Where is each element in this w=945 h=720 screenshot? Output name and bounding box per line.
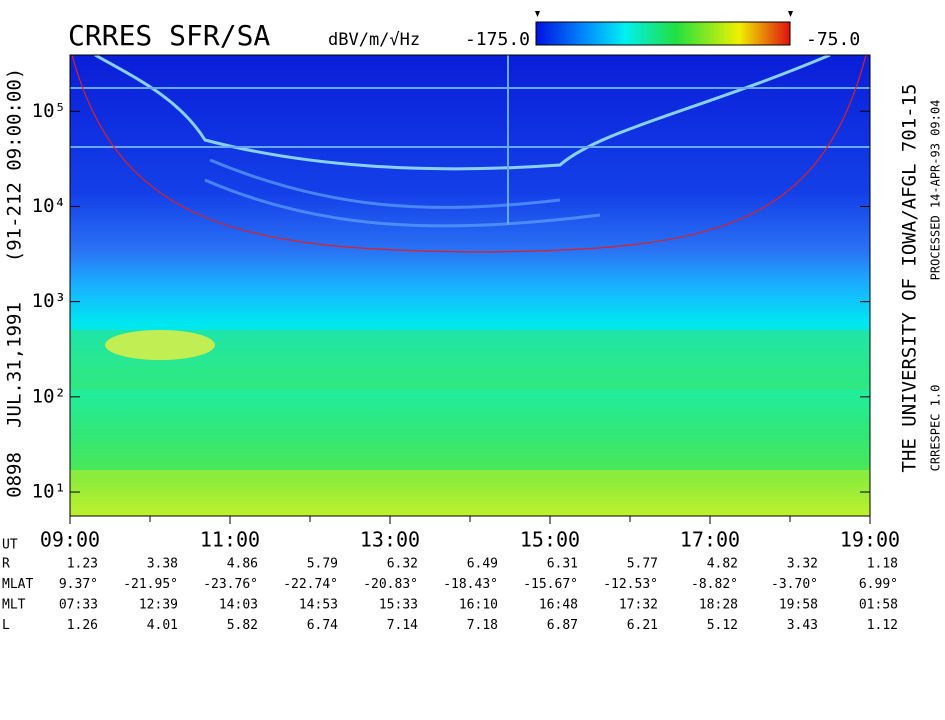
colorbar-label: dBV/m/√Hz — [328, 30, 420, 50]
x-axis-label: UT — [2, 538, 18, 553]
ephemeris-value: -22.74° — [283, 577, 338, 592]
ephemeris-value: -21.95° — [123, 577, 178, 592]
ephemeris-value: 6.21 — [627, 618, 658, 633]
ephemeris-value: -23.76° — [203, 577, 258, 592]
y-tick-label: 10⁴ — [32, 195, 66, 217]
y-tick-label: 10¹ — [32, 481, 66, 503]
ephemeris-value: 16:48 — [539, 598, 578, 613]
y-tick-label: 10² — [32, 385, 66, 407]
ephemeris-value: -8.82° — [691, 577, 738, 592]
ephemeris-value: 4.82 — [707, 557, 738, 572]
ephemeris-value: 7.14 — [387, 618, 418, 633]
ephemeris-value: 15:33 — [379, 598, 418, 613]
right-label: CRRESPEC 1.0 — [929, 385, 943, 472]
left-label: (91-212 09:00:00) — [4, 68, 26, 262]
x-tick-label: 19:00 — [840, 528, 900, 552]
ephemeris-value: 6.87 — [547, 618, 578, 633]
ephemeris-value: 6.32 — [387, 557, 418, 572]
right-label: PROCESSED 14-APR-93 09:04 — [929, 100, 943, 281]
ephemeris-value: 5.79 — [307, 557, 338, 572]
ephemeris-name: MLT — [2, 598, 26, 613]
ephemeris-value: 4.86 — [227, 557, 258, 572]
y-tick-label: 10³ — [32, 290, 66, 312]
colorbar-tick-label: -175.0 — [465, 29, 530, 50]
ephemeris-name: MLAT — [2, 577, 33, 592]
ephemeris-value: 5.12 — [707, 618, 738, 633]
ephemeris-value: 12:39 — [139, 598, 178, 613]
ephemeris-value: 7.18 — [467, 618, 498, 633]
ephemeris-value: 01:58 — [859, 598, 898, 613]
ephemeris-value: 1.23 — [67, 557, 98, 572]
colorbar-marker — [535, 11, 793, 17]
ephemeris-value: 6.99° — [859, 577, 898, 592]
ephemeris-value: 6.49 — [467, 557, 498, 572]
spectrogram — [70, 53, 870, 516]
ephemeris-value: 07:33 — [59, 598, 98, 613]
ephemeris-value: -12.53° — [603, 577, 658, 592]
ephemeris-value: 1.26 — [67, 618, 98, 633]
ephemeris-value: 16:10 — [459, 598, 498, 613]
left-label: JUL.31,1991 — [4, 302, 26, 428]
right-label: THE UNIVERSITY OF IOWA/AFGL 701-15 — [899, 84, 921, 473]
ephemeris-value: 9.37° — [59, 577, 98, 592]
ephemeris-value: 1.18 — [867, 557, 898, 572]
ephemeris-name: L — [2, 618, 10, 633]
ephemeris-value: -18.43° — [443, 577, 498, 592]
ephemeris-value: -15.67° — [523, 577, 578, 592]
ephemeris-value: 3.43 — [787, 618, 818, 633]
ephemeris-value: 19:58 — [779, 598, 818, 613]
ephemeris-value: 6.31 — [547, 557, 578, 572]
ephemeris-value: 5.77 — [627, 557, 658, 572]
ephemeris-value: 4.01 — [147, 618, 178, 633]
left-label: 0898 — [4, 452, 26, 498]
ephemeris-value: 6.74 — [307, 618, 338, 633]
ephemeris-value: 3.32 — [787, 557, 818, 572]
ephemeris-value: 14:03 — [219, 598, 258, 613]
ephemeris-value: 3.38 — [147, 557, 178, 572]
x-tick-label: 17:00 — [680, 528, 740, 552]
colorbar — [535, 21, 791, 46]
chart-title: CRRES SFR/SA — [68, 19, 270, 52]
ephemeris-value: 5.82 — [227, 618, 258, 633]
ephemeris-value: -3.70° — [771, 577, 818, 592]
x-tick-label: 11:00 — [200, 528, 260, 552]
ephemeris-value: -20.83° — [363, 577, 418, 592]
ephemeris-value: 14:53 — [299, 598, 338, 613]
x-tick-label: 15:00 — [520, 528, 580, 552]
ephemeris-name: R — [2, 557, 10, 572]
ephemeris-value: 17:32 — [619, 598, 658, 613]
x-tick-label: 13:00 — [360, 528, 420, 552]
ephemeris-value: 18:28 — [699, 598, 738, 613]
colorbar-tick-label: -75.0 — [806, 29, 860, 50]
x-tick-label: 09:00 — [40, 528, 100, 552]
ephemeris-value: 1.12 — [867, 618, 898, 633]
y-tick-label: 10⁵ — [32, 100, 66, 122]
